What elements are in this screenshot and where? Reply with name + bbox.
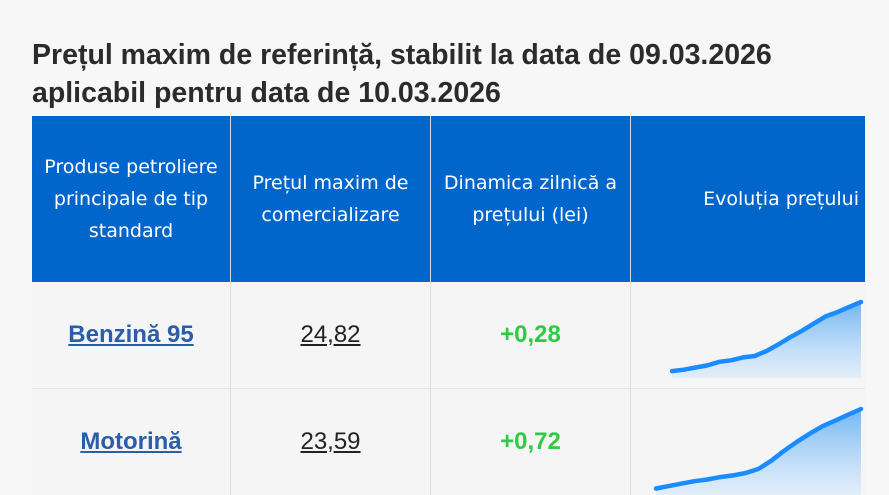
- product-link-benzina-95[interactable]: Benzină 95: [68, 321, 194, 348]
- sparkline-area: [672, 302, 861, 378]
- header-product: Produse petroliere principale de tip sta…: [44, 156, 218, 242]
- column-divider: [630, 116, 631, 495]
- price-link-motorina[interactable]: 23,59: [300, 428, 361, 455]
- sparkline-line: [669, 299, 864, 374]
- title-line-1: Prețul maxim de referință, stabilit la d…: [32, 39, 772, 71]
- dynamic-value-benzina-95: +0,28: [500, 321, 561, 348]
- table-row: Motorină 23,59 +0,72: [32, 389, 865, 495]
- title-line-2: aplicabil pentru data de 10.03.2026: [32, 77, 501, 109]
- header-dynamic: Dinamica zilnică a prețului (lei): [443, 172, 618, 226]
- column-divider: [430, 116, 431, 495]
- column-divider: [230, 116, 231, 495]
- sparkline-area: [656, 409, 861, 495]
- product-link-motorina[interactable]: Motorină: [80, 428, 182, 455]
- sparkline-line: [653, 406, 864, 491]
- row-divider: [32, 388, 865, 389]
- dynamic-value-motorina: +0,72: [500, 428, 561, 455]
- table-header-row: Produse petroliere principale de tip sta…: [32, 116, 865, 282]
- price-trend-sparkline: [653, 406, 864, 495]
- table-row: Benzină 95 24,82 +0,28: [32, 282, 865, 388]
- fuel-price-table: Produse petroliere principale de tip sta…: [32, 116, 865, 495]
- page-title: Prețul maxim de referință, stabilit la d…: [32, 36, 872, 112]
- header-evolution: Evoluția prețului: [703, 188, 859, 210]
- price-link-benzina-95[interactable]: 24,82: [300, 321, 361, 348]
- price-trend-sparkline: [669, 299, 864, 378]
- header-price: Prețul maxim de comercializare: [252, 172, 409, 226]
